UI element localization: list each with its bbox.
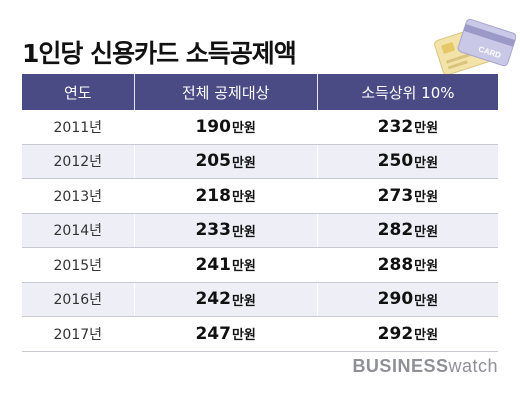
all-cell: 205 만원 [135,144,318,178]
year-cell: 2013년 [22,179,135,213]
all-cell: 241 만원 [135,248,318,282]
top10-cell: 282 만원 [377,220,439,241]
brand-part1: BUSINESS [352,356,449,376]
header-top10: 소득상위 10% [361,83,455,102]
top10-cell: 290 만원 [377,289,439,310]
table-row: 2012년 205 만원 250 만원 [22,144,498,179]
table-row: 2014년 233 만원 282 만원 [22,213,498,248]
deduction-table: 연도 전체 공제대상 소득상위 10% 2011년 190 만원 232 만원 20… [22,74,498,352]
all-cell: 218 만원 [135,179,318,213]
top10-cell: 273 만원 [377,185,439,206]
year-cell: 2017년 [22,317,135,351]
header-year: 연도 [22,74,135,110]
table-row: 2017년 247 만원 292 만원 [22,317,498,352]
table-header: 연도 전체 공제대상 소득상위 10% [22,74,498,110]
year-cell: 2012년 [22,144,135,178]
year-cell: 2016년 [22,282,135,316]
table-body: 2011년 190 만원 232 만원 2012년 205 만원 250 만원 2013… [22,110,498,352]
header-all: 전체 공제대상 [135,74,318,110]
brand-part2: watch [448,356,498,376]
top10-cell: 288 만원 [377,254,439,275]
table-row: 2011년 190 만원 232 만원 [22,110,498,145]
table-row: 2015년 241 만원 288 만원 [22,248,498,283]
top10-cell: 232 만원 [377,116,439,137]
all-cell: 247 만원 [135,317,318,351]
all-cell: 242 만원 [135,282,318,316]
page-title: 1인당 신용카드 소득공제액 [22,39,297,68]
table-row: 2013년 218 만원 273 만원 [22,179,498,214]
table-row: 2016년 242 만원 290 만원 [22,282,498,317]
top10-cell: 250 만원 [377,151,439,172]
all-cell: 233 만원 [135,213,318,247]
year-cell: 2015년 [22,248,135,282]
year-cell: 2014년 [22,213,135,247]
all-cell: 190 만원 [135,110,318,144]
credit-card-icon: CARD [434,18,516,76]
year-cell: 2011년 [22,110,135,144]
top10-cell: 292 만원 [377,323,439,344]
brand-logo: BUSINESSwatch [352,356,498,377]
